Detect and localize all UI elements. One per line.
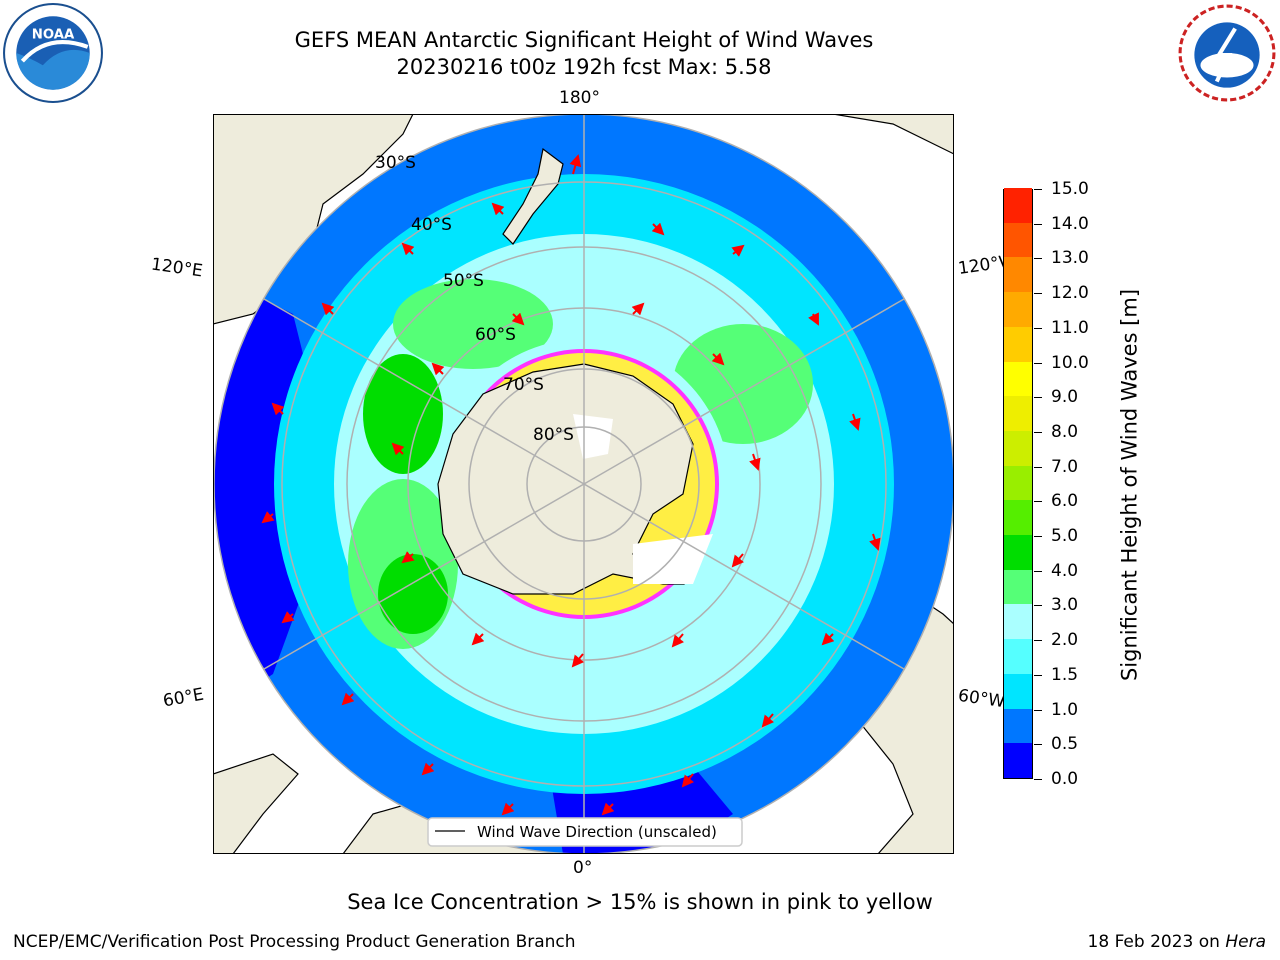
svg-text:NOAA: NOAA <box>32 28 75 43</box>
sea-ice-note: Sea Ice Concentration > 15% is shown in … <box>347 890 933 914</box>
colorbar-segment <box>1004 638 1032 674</box>
colorbar-segment <box>1004 256 1032 293</box>
colorbar-tick-label: 14.0 <box>1051 213 1089 234</box>
colorbar-segment <box>1004 569 1032 605</box>
colorbar-tick-label: 4.0 <box>1051 560 1079 581</box>
colorbar-segment <box>1004 326 1032 362</box>
colorbar-segment <box>1004 430 1032 466</box>
australia-land <box>213 114 414 325</box>
colorbar-tick-label: 3.0 <box>1051 595 1079 616</box>
colorbar-segment <box>1004 742 1032 778</box>
colorbar-tick <box>1034 223 1042 225</box>
map-title: GEFS MEAN Antarctic Significant Height o… <box>294 28 874 52</box>
colorbar-tick <box>1034 327 1042 329</box>
colorbar-tick-label: 8.0 <box>1051 421 1079 442</box>
colorbar-segment <box>1004 395 1032 431</box>
colorbar-tick-label: 12.0 <box>1051 283 1089 304</box>
colorbar-tick <box>1034 640 1042 642</box>
colorbar-tick <box>1034 466 1042 468</box>
antarctica-land <box>437 363 694 595</box>
colorbar-tick-label: 10.0 <box>1051 352 1089 373</box>
colorbar-tick <box>1034 605 1042 607</box>
lat-label: 30°S <box>375 153 416 173</box>
colorbar-tick <box>1034 779 1042 780</box>
colorbar-segment <box>1004 499 1032 536</box>
colorbar-tick <box>1034 189 1042 190</box>
colorbar-tick-label: 9.0 <box>1051 387 1079 408</box>
lon-label-top: 180° <box>559 88 600 108</box>
legend-label: Wind Wave Direction (unscaled) <box>477 823 717 841</box>
colorbar-tick <box>1034 431 1042 433</box>
colorbar-tick <box>1034 501 1042 503</box>
colorbar-segment <box>1004 673 1032 709</box>
colorbar-segment <box>1004 465 1032 501</box>
colorbar-segment <box>1004 222 1032 258</box>
lon-label-bottom: 0° <box>573 858 593 878</box>
colorbar-tick-label: 11.0 <box>1051 317 1089 338</box>
colorbar-tick-label: 7.0 <box>1051 456 1079 477</box>
colorbar-tick-label: 1.0 <box>1051 699 1079 720</box>
polar-map: 30°S 40°S 50°S 60°S 70°S 80°S Wind Wave … <box>213 114 954 854</box>
lat-label: 40°S <box>411 215 452 235</box>
colorbar-label: Significant Height of Wind Waves [m] <box>1117 288 1142 682</box>
nws-logo <box>1178 4 1276 102</box>
colorbar-tick <box>1034 709 1042 711</box>
colorbar-segment <box>1004 291 1032 327</box>
lon-label-left-lower: 60°E <box>161 684 206 712</box>
africa-land <box>213 753 299 854</box>
noaa-logo: NOAA <box>3 3 103 103</box>
colorbar-segment <box>1004 361 1032 397</box>
colorbar-segment <box>1004 187 1032 223</box>
colorbar-tick <box>1034 293 1042 295</box>
colorbar-tick-label: 15.0 <box>1051 179 1089 199</box>
wind-wave-arrows <box>261 154 881 816</box>
machine-name: Hera <box>1225 932 1266 952</box>
colorbar-tick <box>1034 258 1042 260</box>
colorbar-tick <box>1034 536 1042 538</box>
credit-text: NCEP/EMC/Verification Post Processing Pr… <box>13 932 576 952</box>
colorbar-tick-label: 0.0 <box>1051 769 1079 789</box>
lat-label: 60°S <box>475 325 516 345</box>
colorbar-tick <box>1034 674 1042 676</box>
colorbar-tick-label: 13.0 <box>1051 248 1089 269</box>
colorbar-tick-label: 0.5 <box>1051 734 1079 755</box>
colorbar-tick-label: 5.0 <box>1051 526 1079 547</box>
colorbar-tick-label: 6.0 <box>1051 491 1079 512</box>
colorbar-segment <box>1004 708 1032 744</box>
lat-label: 80°S <box>533 425 574 445</box>
lat-label: 50°S <box>443 271 484 291</box>
colorbar <box>1003 187 1033 779</box>
colorbar-tick <box>1034 744 1042 746</box>
colorbar-segment <box>1004 603 1032 640</box>
map-legend <box>427 817 743 847</box>
map-subtitle: 20230216 t00z 192h fcst Max: 5.58 <box>396 55 772 79</box>
colorbar-tick <box>1034 570 1042 572</box>
colorbar-segment <box>1004 534 1032 570</box>
lat-label: 70°S <box>503 375 544 395</box>
colorbar-tick <box>1034 397 1042 399</box>
colorbar-tick-label: 1.5 <box>1051 664 1079 685</box>
date-text: 18 Feb 2023 on Hera <box>1087 932 1266 952</box>
new-zealand-land <box>502 147 564 245</box>
colorbar-tick <box>1034 362 1042 364</box>
lon-label-left-upper: 120°E <box>149 254 204 282</box>
colorbar-tick-label: 2.0 <box>1051 630 1079 651</box>
lon-label-right-lower: 60°W <box>956 685 1007 713</box>
